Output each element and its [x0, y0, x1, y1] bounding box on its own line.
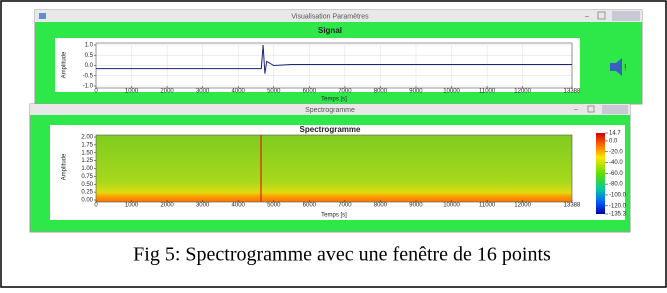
colorbar-tick-label: -80.0 [609, 182, 623, 188]
spectrogram-image [96, 135, 572, 202]
colorbar-tick-label: -40.0 [609, 160, 623, 166]
window-title: Spectrogramme [305, 107, 355, 114]
colorbar-tick-label: -135.3 [609, 212, 627, 218]
figure: Visualisation Paramètres – Signal Amplit… [0, 0, 667, 288]
minimize-button[interactable]: – [585, 13, 589, 20]
svg-text:!: ! [624, 62, 627, 72]
x-tick-label: 7000 [338, 203, 352, 209]
y-tick-label: 0.75 [81, 174, 93, 180]
x-tick-label: 6000 [303, 89, 317, 95]
x-tick-label: 10000 [443, 89, 460, 95]
y-tick-label: 1.00 [81, 166, 93, 172]
x-axis-label: Temps [s] [321, 97, 347, 103]
x-tick-label: 13388 [564, 203, 581, 209]
colorbar-tick-label: -20.0 [609, 149, 623, 155]
x-tick-label: 5000 [267, 89, 281, 95]
x-tick-label: 2000 [160, 89, 174, 95]
y-tick-label: 0.00 [81, 198, 93, 204]
x-tick-label: 6000 [303, 203, 317, 209]
y-tick-label: 2.00 [81, 135, 93, 141]
y-axis-label: Amplitude [62, 51, 68, 78]
x-tick-label: 11000 [479, 203, 496, 209]
colorbar-tick-label: 0.0 [609, 139, 618, 145]
colorbar-tick-label: -120.0 [609, 203, 627, 209]
x-tick-label: 12000 [514, 203, 531, 209]
x-tick-label: 1000 [125, 89, 139, 95]
colorbar-tick-label: 14.7 [609, 131, 621, 137]
chart-title: Signal [318, 26, 342, 35]
x-tick-label: 4000 [232, 89, 246, 95]
y-tick-label: 1.75 [81, 142, 93, 148]
y-tick-label: 1.50 [81, 150, 93, 156]
y-tick-label: 0.0 [85, 63, 94, 69]
app-icon [39, 13, 46, 19]
x-tick-label: 3000 [196, 89, 210, 95]
x-tick-label: 10000 [443, 203, 460, 209]
window-2: Spectrogramme – Spectrogramme Amplitude … [30, 104, 630, 232]
x-tick-label: 5000 [267, 203, 281, 209]
chart-title: Spectrogramme [300, 125, 361, 134]
y-tick-label: -1.0 [83, 84, 94, 90]
x-tick-label: 1000 [125, 203, 139, 209]
x-tick-label: 7000 [338, 89, 352, 95]
y-axis-label: Amplitude [62, 153, 68, 180]
x-tick-label: 8000 [374, 203, 388, 209]
close-button[interactable] [612, 11, 640, 21]
x-tick-label: 3000 [196, 203, 210, 209]
x-tick-label: 11000 [479, 89, 496, 95]
colorbar-tick-label: -100.0 [609, 193, 627, 199]
y-tick-label: 0.25 [81, 190, 93, 196]
x-tick-label: 2000 [160, 203, 174, 209]
y-tick-label: 1.25 [81, 158, 93, 164]
x-tick-label: 9000 [409, 203, 423, 209]
minimize-button[interactable]: – [574, 106, 578, 113]
figure-caption: Fig 5: Spectrogramme avec une fenêtre de… [133, 244, 551, 266]
y-tick-label: 0.50 [81, 182, 93, 188]
close-button[interactable] [602, 105, 628, 114]
x-tick-label: 9000 [409, 89, 423, 95]
y-tick-label: -0.5 [83, 73, 94, 79]
y-tick-label: 0.5 [85, 53, 94, 59]
y-tick-label: 1.0 [85, 43, 94, 49]
colorbar-tick-label: -60.0 [609, 171, 623, 177]
x-tick-label: 8000 [374, 89, 388, 95]
x-tick-label: 13388 [564, 89, 581, 95]
colorbar [596, 133, 605, 214]
x-axis-label: Temps [s] [321, 213, 347, 219]
x-tick-label: 12000 [514, 89, 531, 95]
window-1: Visualisation Paramètres – Signal Amplit… [35, 10, 642, 104]
window-title: Visualisation Paramètres [291, 13, 369, 20]
x-tick-label: 4000 [232, 203, 246, 209]
